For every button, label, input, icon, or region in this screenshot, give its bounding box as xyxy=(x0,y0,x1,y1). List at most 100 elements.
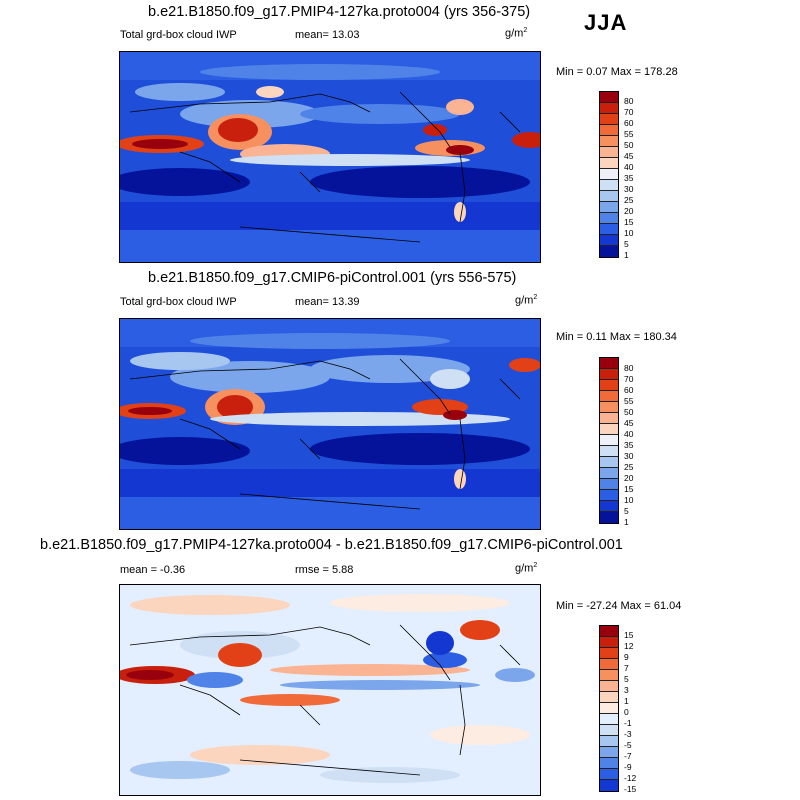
colorbar-tick: 15 xyxy=(624,484,634,494)
colorbar-tick: 20 xyxy=(624,473,634,483)
colorbar-tick: 30 xyxy=(624,184,634,194)
colorbar-swatch xyxy=(600,468,618,479)
colorbar-swatch xyxy=(600,235,618,246)
panel-1-title: b.e21.B1850.f09_g17.PMIP4-127ka.proto004… xyxy=(148,4,531,20)
panel-1-map xyxy=(119,51,541,263)
colorbar-tick: 35 xyxy=(624,440,634,450)
colorbar-swatch xyxy=(600,125,618,136)
colorbar-tick: 15 xyxy=(624,630,634,640)
colorbar-tick: -5 xyxy=(624,740,632,750)
colorbar-swatch xyxy=(600,670,618,681)
panel-3-colorbar xyxy=(599,625,619,792)
panel-1-mean: mean= 13.03 xyxy=(295,29,360,41)
colorbar-swatch xyxy=(600,736,618,747)
colorbar-tick: 10 xyxy=(624,495,634,505)
colorbar-swatch xyxy=(600,725,618,736)
colorbar-tick: 50 xyxy=(624,407,634,417)
panel-3-units: g/m2 xyxy=(515,562,538,575)
colorbar-swatch xyxy=(600,501,618,512)
colorbar-tick: 12 xyxy=(624,641,634,651)
panel-2-map-field xyxy=(120,319,540,529)
panel-2-map xyxy=(119,318,541,530)
panel-1-map-field xyxy=(120,52,540,262)
colorbar-swatch xyxy=(600,648,618,659)
colorbar-tick: 15 xyxy=(624,217,634,227)
colorbar-tick: -7 xyxy=(624,751,632,761)
colorbar-tick: 30 xyxy=(624,451,634,461)
colorbar-tick: 0 xyxy=(624,707,629,717)
colorbar-swatch xyxy=(600,114,618,125)
colorbar-tick: -3 xyxy=(624,729,632,739)
colorbar-tick: 45 xyxy=(624,151,634,161)
colorbar-tick: -1 xyxy=(624,718,632,728)
colorbar-swatch xyxy=(600,246,618,257)
season-label: JJA xyxy=(584,10,628,35)
colorbar-tick: 70 xyxy=(624,107,634,117)
panel-3-map xyxy=(119,584,541,796)
colorbar-tick: 35 xyxy=(624,173,634,183)
colorbar-swatch xyxy=(600,424,618,435)
colorbar-swatch xyxy=(600,191,618,202)
colorbar-swatch xyxy=(600,158,618,169)
colorbar-swatch xyxy=(600,380,618,391)
colorbar-swatch xyxy=(600,457,618,468)
panel-2-variable: Total grd-box cloud IWP xyxy=(120,296,237,308)
colorbar-swatch xyxy=(600,213,618,224)
colorbar-tick: 7 xyxy=(624,663,629,673)
colorbar-tick: 5 xyxy=(624,239,629,249)
colorbar-tick: 45 xyxy=(624,418,634,428)
colorbar-swatch xyxy=(600,391,618,402)
colorbar-tick: 3 xyxy=(624,685,629,695)
panel-3-rmse: rmse = 5.88 xyxy=(295,564,354,576)
colorbar-swatch xyxy=(600,435,618,446)
panel-1-variable: Total grd-box cloud IWP xyxy=(120,29,237,41)
colorbar-swatch xyxy=(600,780,618,791)
colorbar-swatch xyxy=(600,402,618,413)
colorbar-swatch xyxy=(600,758,618,769)
colorbar-swatch xyxy=(600,358,618,369)
colorbar-swatch xyxy=(600,446,618,457)
colorbar-tick: 20 xyxy=(624,206,634,216)
colorbar-tick: 55 xyxy=(624,129,634,139)
colorbar-swatch xyxy=(600,637,618,648)
panel-3-mean: mean = -0.36 xyxy=(120,564,186,576)
colorbar-tick: 60 xyxy=(624,385,634,395)
panel-1-minmax: Min = 0.07 Max = 178.28 xyxy=(556,66,678,78)
colorbar-swatch xyxy=(600,169,618,180)
panel-2-minmax: Min = 0.11 Max = 180.34 xyxy=(556,331,677,343)
colorbar-swatch xyxy=(600,369,618,380)
colorbar-tick: 40 xyxy=(624,162,634,172)
colorbar-tick: 10 xyxy=(624,228,634,238)
colorbar-swatch xyxy=(600,626,618,637)
panel-1-units: g/m2 xyxy=(505,27,528,40)
panel-3-title: b.e21.B1850.f09_g17.PMIP4-127ka.proto004… xyxy=(40,537,623,553)
colorbar-tick: 1 xyxy=(624,696,629,706)
colorbar-tick: 40 xyxy=(624,429,634,439)
colorbar-tick: 25 xyxy=(624,462,634,472)
colorbar-tick: -15 xyxy=(624,784,637,794)
panel-2-mean: mean= 13.39 xyxy=(295,296,360,308)
colorbar-tick: 50 xyxy=(624,140,634,150)
panel-3-map-field xyxy=(120,585,540,795)
colorbar-swatch xyxy=(600,747,618,758)
colorbar-swatch xyxy=(600,202,618,213)
colorbar-swatch xyxy=(600,490,618,501)
panel-1-colorbar xyxy=(599,91,619,258)
colorbar-tick: 55 xyxy=(624,396,634,406)
colorbar-tick: 25 xyxy=(624,195,634,205)
panel-2-colorbar xyxy=(599,357,619,524)
colorbar-swatch xyxy=(600,92,618,103)
colorbar-swatch xyxy=(600,512,618,523)
colorbar-tick: -9 xyxy=(624,762,632,772)
colorbar-swatch xyxy=(600,413,618,424)
colorbar-tick: 5 xyxy=(624,506,629,516)
colorbar-swatch xyxy=(600,136,618,147)
colorbar-swatch xyxy=(600,769,618,780)
colorbar-tick: 5 xyxy=(624,674,629,684)
colorbar-swatch xyxy=(600,147,618,158)
panel-3-minmax: Min = -27.24 Max = 61.04 xyxy=(556,600,682,612)
colorbar-swatch xyxy=(600,479,618,490)
colorbar-tick: 80 xyxy=(624,96,634,106)
colorbar-swatch xyxy=(600,681,618,692)
panel-2-title: b.e21.B1850.f09_g17.CMIP6-piControl.001 … xyxy=(148,270,517,286)
